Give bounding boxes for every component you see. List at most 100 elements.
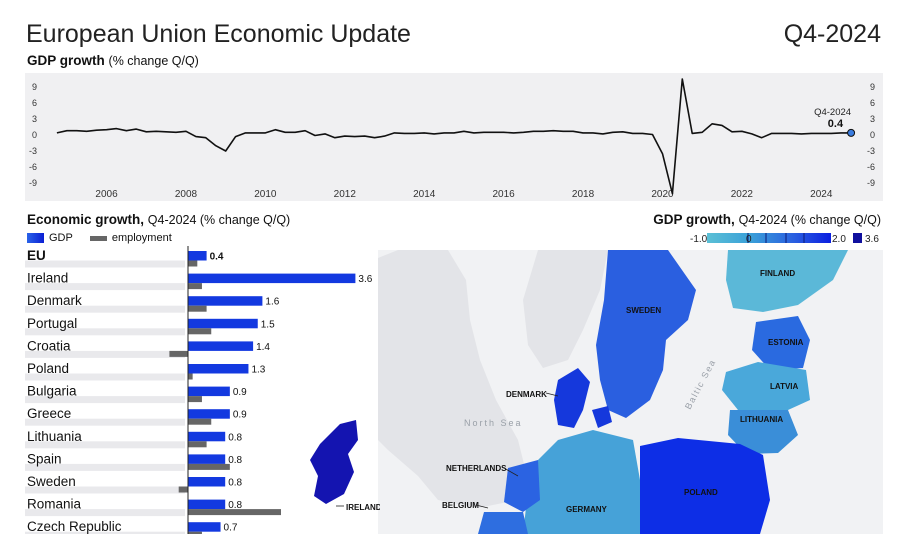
y-tick-left: -9 <box>29 178 37 188</box>
map-lithuania <box>728 410 798 454</box>
gdp-bar <box>188 273 356 284</box>
employment-bar <box>169 350 188 357</box>
country-label: Croatia <box>27 338 71 353</box>
map-label-denmark: DENMARK <box>506 390 547 399</box>
ireland-island-shape <box>310 420 358 504</box>
employment-bar <box>188 463 230 470</box>
legend-employment-label: employment <box>111 232 172 244</box>
y-tick-left: 6 <box>32 98 37 108</box>
country-label: Ireland <box>27 271 68 286</box>
europe-map-svg: North Sea Baltic Sea FINLAND SWEDEN ESTO… <box>378 250 848 534</box>
norway-landmass <box>523 250 608 368</box>
map-color-scale-svg: -1.0 0 2.0 3.6 <box>690 233 879 245</box>
map-sweden <box>596 250 696 418</box>
gdp-bar <box>188 431 226 442</box>
x-tick: 2010 <box>254 189 277 200</box>
row-band <box>25 373 185 381</box>
employment-bar <box>188 441 207 448</box>
gdp-bar <box>188 296 263 306</box>
scale-label-max: 3.6 <box>865 234 879 245</box>
y-tick-right: 9 <box>870 82 875 92</box>
map-label-latvia: LATVIA <box>770 382 799 391</box>
map-label-estonia: ESTONIA <box>768 338 804 347</box>
gdp-bar <box>188 477 226 487</box>
scale-gradient-bar <box>707 233 831 243</box>
gdp-bar <box>188 251 207 261</box>
country-label: Portugal <box>27 316 77 331</box>
y-tick-left: 0 <box>32 130 37 140</box>
bar-legend: GDP employment <box>27 232 172 244</box>
page-title: European Union Economic Update <box>26 20 411 48</box>
map-poland <box>640 438 770 534</box>
x-tick: 2020 <box>651 189 674 200</box>
map-label-belgium: BELGIUM <box>442 501 479 510</box>
map-label-netherlands: NETHERLANDS <box>446 464 507 473</box>
employment-bar <box>188 283 202 290</box>
gdp-value-label: 1.6 <box>265 297 279 308</box>
legend-gdp-label: GDP <box>49 232 73 244</box>
bar-chart-svg: EU 0.4 Ireland 3.6 Denmark 1.6 Portugal 1.5 Croa… <box>25 246 373 534</box>
country-label: Spain <box>27 451 62 466</box>
legend-employment-swatch <box>89 235 107 241</box>
map-germany <box>523 430 640 534</box>
country-label: Denmark <box>27 293 82 308</box>
row-band <box>25 305 185 313</box>
country-label: Lithuania <box>27 429 82 444</box>
employment-bar <box>178 486 188 493</box>
uk-landmass <box>378 250 528 508</box>
x-tick: 2022 <box>731 189 754 200</box>
map-label-ireland: IRELAND <box>346 503 380 512</box>
economic-growth-title: Economic growth, Q4-2024 (% change Q/Q) <box>27 212 290 227</box>
gdp-value-label: 0.9 <box>233 410 247 421</box>
map-latvia <box>722 362 810 410</box>
country-label: EU <box>27 248 46 263</box>
employment-bar <box>188 305 207 312</box>
gdp-bar <box>188 499 226 510</box>
map-denmark-islands <box>592 406 612 428</box>
scale-label-min: -1.0 <box>690 234 708 245</box>
last-point-period: Q4-2024 <box>814 107 851 118</box>
gdp-value-label: 0.7 <box>224 523 238 534</box>
last-point-value: 0.4 <box>828 118 844 130</box>
gdp-bar <box>188 454 226 464</box>
country-label: Bulgaria <box>27 384 77 399</box>
employment-bar <box>188 531 202 534</box>
country-label: Greece <box>27 406 71 421</box>
gdp-chart-title-text: GDP growth <box>27 53 105 68</box>
y-tick-right: -6 <box>867 162 875 172</box>
gdp-chart-unit: (% change Q/Q) <box>108 54 199 68</box>
economic-growth-bar-chart: EU 0.4 Ireland 3.6 Denmark 1.6 Portugal 1.5 Croa… <box>25 246 377 534</box>
map-finland <box>726 250 848 312</box>
employment-bar <box>188 328 212 335</box>
map-label-lithuania: LITHUANIA <box>740 415 783 424</box>
gdp-value-label: 0.8 <box>228 478 242 489</box>
scale-max-swatch <box>853 233 862 243</box>
sea-label-baltic: Baltic Sea <box>683 357 718 411</box>
y-tick-left: 9 <box>32 82 37 92</box>
row-band <box>25 260 185 268</box>
row-band <box>25 350 185 358</box>
x-tick: 2016 <box>493 189 516 200</box>
sea-label-north: North Sea <box>464 418 523 428</box>
gdp-bar <box>188 409 230 419</box>
country-label: Romania <box>27 497 82 512</box>
gdp-bar <box>188 364 249 374</box>
gdp-value-label: 0.8 <box>228 455 242 466</box>
gdp-chart-title: GDP growth (% change Q/Q) <box>27 53 199 68</box>
row-band <box>25 531 185 534</box>
row-band <box>25 463 185 471</box>
map-title-text: GDP growth, <box>653 212 735 227</box>
gdp-bar <box>188 386 230 397</box>
gdp-bar <box>188 522 221 532</box>
map-color-scale: -1.0 0 2.0 3.6 <box>690 231 882 245</box>
map-label-poland: POLAND <box>684 488 718 497</box>
row-band <box>25 509 185 517</box>
ireland-inset: IRELAND <box>310 420 380 512</box>
x-tick: 2006 <box>95 189 118 200</box>
y-tick-right: -9 <box>867 178 875 188</box>
map-title: GDP growth, Q4-2024 (% change Q/Q) <box>653 212 881 227</box>
gdp-line-chart-svg: 9 9 6 6 3 3 0 0 -3 -3 -6 -6 -9 -9 2006 2008 2010 2012 2014… <box>29 78 875 200</box>
employment-bar <box>188 396 202 403</box>
gdp-value-label: 1.4 <box>256 342 270 353</box>
map-label-sweden: SWEDEN <box>626 306 661 315</box>
